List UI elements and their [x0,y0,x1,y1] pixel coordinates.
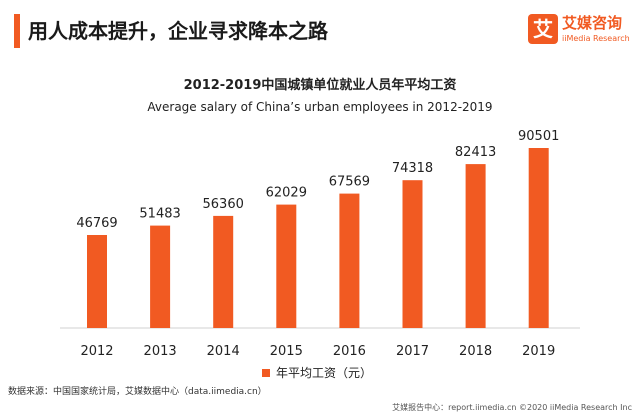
legend-label: 年平均工资（元） [276,366,373,380]
data-label-2017: 74318 [392,161,433,176]
x-tick-label-2016: 2016 [333,344,366,359]
bar-2015 [276,204,297,328]
data-label-2012: 46769 [76,216,117,231]
legend-swatch [262,368,270,377]
chart-title: 2012-2019中国城镇单位就业人员年平均工资 [183,78,457,93]
x-tick-label-2015: 2015 [270,344,303,359]
chart-subtitle: Average salary of China’s urban employee… [147,100,493,114]
bar-2018 [465,164,486,328]
data-label-2015: 62029 [266,186,307,201]
data-label-2019: 90501 [518,129,559,144]
x-tick-label-2013: 2013 [144,344,177,359]
logo-mark-icon: 艾 [528,14,558,44]
x-tick-label-2019: 2019 [522,344,555,359]
bar-2016 [339,193,360,328]
x-tick-label-2017: 2017 [396,344,429,359]
footer-credit: 艾媒报告中心：report.iimedia.cn ©2020 iiMedia R… [392,403,632,412]
bar-2019 [528,148,549,328]
logo-name-cn: 艾媒咨询 [562,14,623,32]
data-label-2013: 51483 [139,207,180,222]
title-accent-bar [14,14,20,48]
data-label-2014: 56360 [203,197,244,212]
brand-logo: 艾 艾媒咨询 iiMedia Research [528,12,632,54]
bar-2014 [213,215,234,328]
page-title: 用人成本提升，企业寻求降本之路 [28,19,328,43]
source-note: 数据来源：中国国家统计局，艾媒数据中心（data.iimedia.cn） [8,387,267,397]
data-label-2018: 82413 [455,145,496,160]
x-tick-label-2014: 2014 [207,344,240,359]
x-tick-label-2018: 2018 [459,344,492,359]
chart-legend: 年平均工资（元） [262,365,372,381]
bar-2017 [402,180,423,328]
logo-name-en: iiMedia Research [562,34,630,43]
bar-2012 [87,235,107,328]
bar-2013 [150,225,171,328]
x-tick-label-2012: 2012 [80,344,113,359]
data-label-2016: 67569 [329,175,370,190]
